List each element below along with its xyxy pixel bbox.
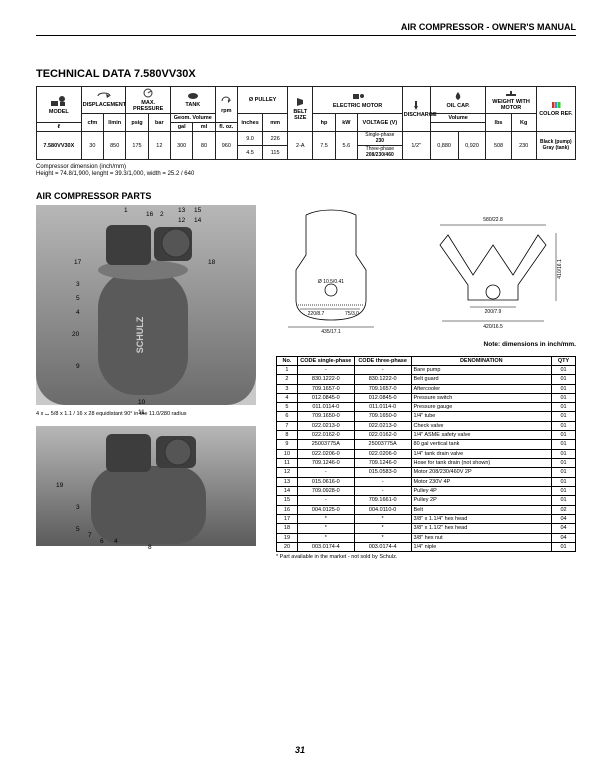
tech-heading: TECHNICAL DATA 7.580VV30X [36,68,576,80]
bom-footnote: * Part available in the market - not sol… [276,554,576,560]
table-row: 19**3/8" hex nut04 [277,533,576,542]
table-row: 18**3/8" x 1.1/2" hex head04 [277,524,576,533]
svg-text:75/3.0: 75/3.0 [345,311,359,317]
table-row: 925003775A25003775A80 gal vertical tank0… [277,440,576,449]
svg-text:410/16.1: 410/16.1 [557,259,563,279]
table-row: 16004.0125-0004.0110-0Belt02 [277,505,576,514]
page-number: 31 [0,745,600,755]
svg-text:200/7.9: 200/7.9 [485,309,502,315]
table-row: 5011.0114-0011.0114-0Pressure gauge01 [277,403,576,412]
technical-data-table: MODEL DISPLACEMENT MAX. PRESSURE TANK rp… [36,86,576,160]
table-row: 20003.0174-4003.0174-41/4" niple01 [277,542,576,551]
table-row: 15-709.1661-0Pulley 2P01 [277,496,576,505]
table-row: 12-015.0583-0Motor 208/230/460V 2P01 [277,468,576,477]
svg-text:SCHULZ: SCHULZ [135,316,145,353]
svg-text:580/22.8: 580/22.8 [483,217,503,223]
table-row: 7022.0213-0022.0213-0Check valve01 [277,421,576,430]
doc-header: AIR COMPRESSOR - OWNER'S MANUAL [36,22,576,36]
table-row: 8022.0162-0022.0162-01/4" ASME safety va… [277,431,576,440]
table-row: 3709.1657-0709.1657-0Aftercooler01 [277,384,576,393]
parts-list-table: No. CODE single-phase CODE three-phase D… [276,356,576,553]
compressor-main-photo: SCHULZ 1 16 2 13 15 12 14 17 18 3 5 4 20… [36,205,256,405]
table-row: 11709.1246-0709.1246-0Hose for tank drai… [277,459,576,468]
svg-text:Ø 10.5/0.41: Ø 10.5/0.41 [318,279,344,285]
table-row: 14709.0928-0-Pulley 4P01 [277,486,576,495]
compressor-detail-photo: 19 3 5 7 6 4 8 [36,426,256,546]
table-row: 4012.0845-0012.0845-0Pressure switch01 [277,393,576,402]
svg-text:220/8.7: 220/8.7 [308,311,325,317]
table-row: 6709.1650-0709.1650-01/4" tube01 [277,412,576,421]
table-row: 2830.1222-0830.1222-0Belt guard01 [277,375,576,384]
table-row: 10022.0206-0022.0206-01/4" tank drain va… [277,449,576,458]
svg-text:420/16.5: 420/16.5 [483,324,503,330]
dimension-note: Compressor dimension (inch/mm) Height = … [36,164,576,178]
table-row: 13015.0616-0-Motor 230V 4P01 [277,477,576,486]
svg-text:435/17.1: 435/17.1 [321,329,341,335]
table-row: 17**3/8" x 1.1/4" hex head04 [277,514,576,523]
col-model: MODEL [37,87,82,123]
dim-unit-note: Note: dimensions in inch/mm. [276,341,576,348]
bolt-pattern-note: 4 x ⌴ 5/8 x 1.1 / 16 x 28 equidistant 90… [36,411,266,418]
table-row: 1--Bare pump01 [277,365,576,374]
parts-heading: AIR COMPRESSOR PARTS [36,191,576,201]
dimension-diagrams: Ø 10.5/0.41 220/8.7 75/3.0 435/17.1 580/… [276,205,576,335]
